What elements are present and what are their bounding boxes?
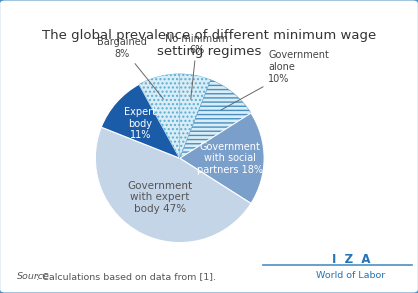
- Text: Source: Source: [17, 272, 50, 281]
- Text: Bargained
8%: Bargained 8%: [97, 37, 163, 99]
- Wedge shape: [180, 113, 264, 203]
- Text: Government
alone
10%: Government alone 10%: [221, 50, 329, 110]
- Text: World of Labor: World of Labor: [316, 271, 386, 280]
- Wedge shape: [101, 84, 180, 158]
- Wedge shape: [139, 74, 180, 158]
- Text: : Calculations based on data from [1].: : Calculations based on data from [1].: [36, 272, 216, 281]
- Text: Government
with expert
body 47%: Government with expert body 47%: [127, 181, 192, 214]
- Text: The global prevalence of different minimum wage
setting regimes: The global prevalence of different minim…: [42, 29, 376, 58]
- Text: No minimum
6%: No minimum 6%: [165, 34, 228, 99]
- Wedge shape: [180, 74, 211, 158]
- Text: Expert
body
11%: Expert body 11%: [125, 107, 156, 140]
- Text: Government
with social
partners 18%: Government with social partners 18%: [197, 142, 263, 175]
- Wedge shape: [180, 80, 251, 158]
- Text: I  Z  A: I Z A: [332, 253, 370, 266]
- Wedge shape: [95, 127, 251, 243]
